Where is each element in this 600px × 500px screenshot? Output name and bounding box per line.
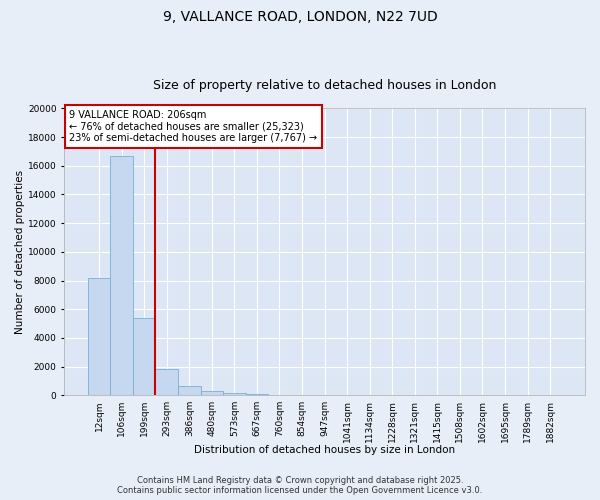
Bar [178,386,200,395]
X-axis label: Distribution of detached houses by size in London: Distribution of detached houses by size … [194,445,455,455]
Bar [155,370,178,395]
Bar [223,392,245,395]
Title: Size of property relative to detached houses in London: Size of property relative to detached ho… [153,79,496,92]
Bar [200,391,223,395]
Bar [245,394,268,395]
Y-axis label: Number of detached properties: Number of detached properties [15,170,25,334]
Bar [110,156,133,395]
Text: 9, VALLANCE ROAD, LONDON, N22 7UD: 9, VALLANCE ROAD, LONDON, N22 7UD [163,10,437,24]
Text: 9 VALLANCE ROAD: 206sqm
← 76% of detached houses are smaller (25,323)
23% of sem: 9 VALLANCE ROAD: 206sqm ← 76% of detache… [70,110,317,143]
Text: Contains HM Land Registry data © Crown copyright and database right 2025.
Contai: Contains HM Land Registry data © Crown c… [118,476,482,495]
Bar [88,278,110,395]
Bar [268,394,291,395]
Bar [133,318,155,395]
